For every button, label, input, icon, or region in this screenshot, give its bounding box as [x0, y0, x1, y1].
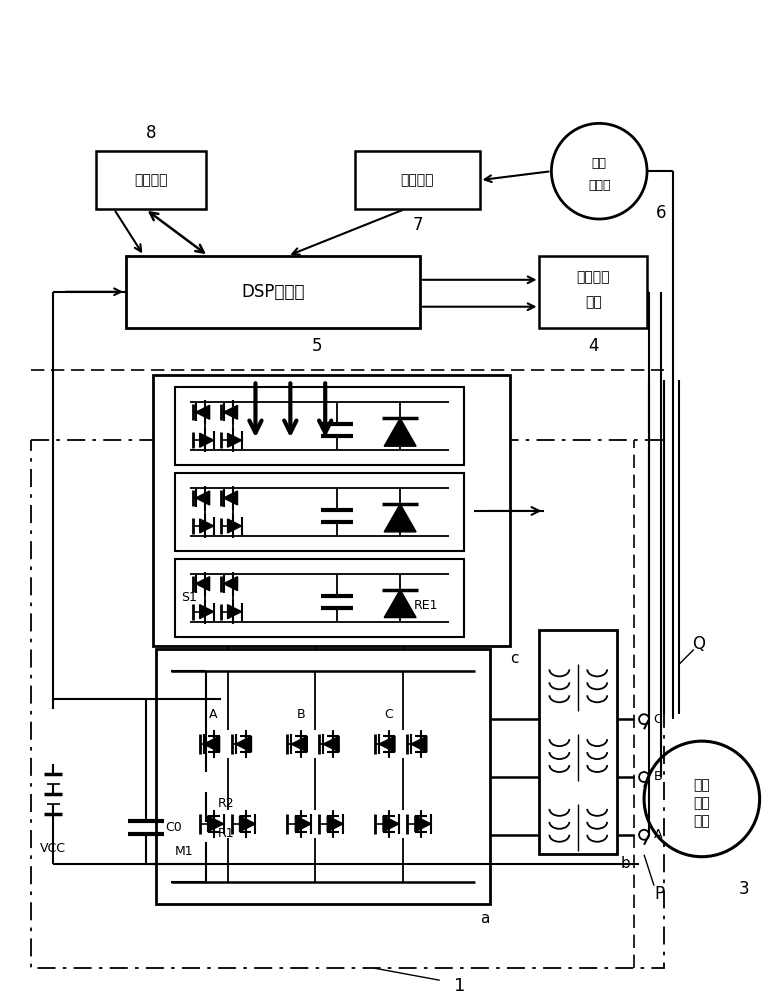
- Text: 电机: 电机: [694, 778, 711, 792]
- Text: 信号: 信号: [585, 296, 601, 310]
- Bar: [156, 649, 490, 904]
- Text: Q: Q: [692, 635, 705, 653]
- Text: C: C: [654, 713, 662, 726]
- Polygon shape: [195, 491, 210, 505]
- Polygon shape: [323, 736, 339, 752]
- Text: 7: 7: [412, 216, 423, 234]
- Polygon shape: [379, 736, 395, 752]
- Text: R2: R2: [218, 797, 234, 810]
- Bar: [539, 630, 618, 854]
- Text: 4: 4: [588, 337, 598, 355]
- Text: 旋转变: 旋转变: [588, 179, 611, 192]
- Bar: [153, 375, 510, 646]
- Text: 8: 8: [145, 124, 156, 142]
- Polygon shape: [224, 405, 238, 419]
- Text: C0: C0: [165, 821, 182, 834]
- Polygon shape: [384, 504, 416, 532]
- Text: 6: 6: [656, 204, 666, 222]
- Text: 人机接口: 人机接口: [134, 173, 168, 187]
- Polygon shape: [195, 577, 210, 591]
- Text: B: B: [297, 708, 305, 721]
- Bar: [175, 387, 464, 465]
- Polygon shape: [228, 519, 241, 533]
- Polygon shape: [235, 736, 251, 752]
- Polygon shape: [228, 433, 241, 447]
- Text: a: a: [480, 911, 489, 926]
- Polygon shape: [224, 577, 238, 591]
- Polygon shape: [384, 418, 416, 446]
- Text: 1: 1: [454, 977, 465, 995]
- Bar: [32, 440, 664, 968]
- Polygon shape: [295, 816, 311, 832]
- Polygon shape: [383, 816, 399, 832]
- Text: c: c: [511, 651, 519, 666]
- Text: C: C: [384, 708, 394, 721]
- Text: A: A: [654, 828, 662, 841]
- Text: 压器: 压器: [591, 157, 607, 170]
- Text: 解码电路: 解码电路: [401, 173, 434, 187]
- Text: S1: S1: [181, 591, 197, 604]
- Polygon shape: [195, 405, 210, 419]
- Bar: [175, 559, 464, 637]
- Polygon shape: [200, 605, 214, 619]
- Text: R1: R1: [218, 827, 234, 840]
- Polygon shape: [291, 736, 308, 752]
- Polygon shape: [208, 816, 224, 832]
- Text: P: P: [654, 885, 664, 903]
- Text: b: b: [621, 856, 630, 871]
- Polygon shape: [327, 816, 343, 832]
- Text: RE1: RE1: [414, 599, 438, 612]
- Polygon shape: [239, 816, 255, 832]
- Polygon shape: [384, 590, 416, 618]
- Text: 调理电路: 调理电路: [577, 270, 610, 284]
- Polygon shape: [415, 816, 431, 832]
- Bar: [175, 473, 464, 551]
- Bar: [126, 256, 420, 328]
- Text: 同步: 同步: [694, 796, 711, 810]
- Text: 永磁: 永磁: [694, 814, 711, 828]
- Polygon shape: [200, 433, 214, 447]
- Polygon shape: [224, 491, 238, 505]
- Text: A: A: [209, 708, 218, 721]
- Bar: [96, 151, 205, 209]
- Bar: [193, 792, 218, 812]
- Text: DSP控制器: DSP控制器: [241, 283, 305, 301]
- Polygon shape: [411, 736, 427, 752]
- Polygon shape: [228, 605, 241, 619]
- Text: B: B: [654, 770, 662, 783]
- Bar: [539, 256, 647, 328]
- Bar: [193, 822, 218, 842]
- Text: VCC: VCC: [40, 842, 66, 855]
- Polygon shape: [204, 736, 220, 752]
- Bar: [355, 151, 480, 209]
- Text: 5: 5: [311, 337, 322, 355]
- Text: 3: 3: [738, 880, 749, 898]
- Polygon shape: [200, 519, 214, 533]
- Text: M1: M1: [175, 845, 193, 858]
